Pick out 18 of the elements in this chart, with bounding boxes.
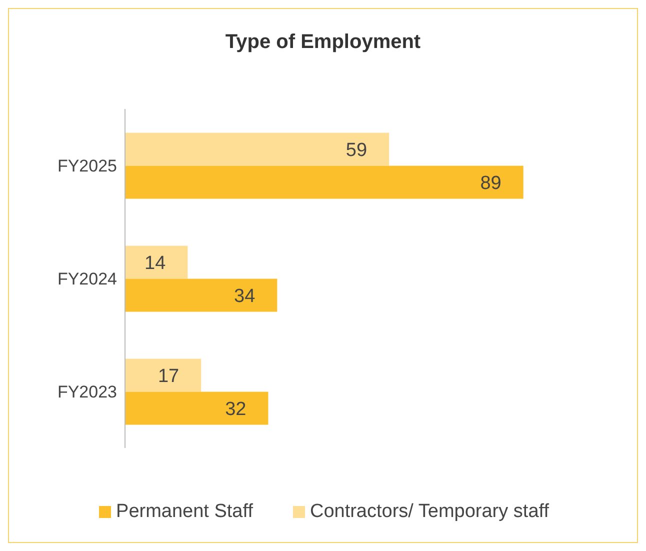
data-label: 89 <box>480 172 502 194</box>
bar <box>125 166 524 199</box>
legend-label: Contractors/ Temporary staff <box>310 501 549 523</box>
data-label: 32 <box>225 398 246 420</box>
bar <box>125 358 202 392</box>
data-label: 34 <box>234 286 256 307</box>
legend-label: Permanent Staff <box>116 501 253 523</box>
bar <box>125 392 268 425</box>
data-label: 14 <box>144 252 166 274</box>
y-tick-label: FY2024 <box>57 270 117 289</box>
y-tick-label: FY2023 <box>57 382 117 402</box>
bar <box>125 132 390 166</box>
data-label: 59 <box>346 140 368 161</box>
bar <box>125 278 278 312</box>
chart-title: Type of Employment <box>224 31 422 54</box>
data-label: 17 <box>158 366 180 387</box>
bar <box>125 246 188 279</box>
y-tick-label: FY2025 <box>57 156 117 176</box>
